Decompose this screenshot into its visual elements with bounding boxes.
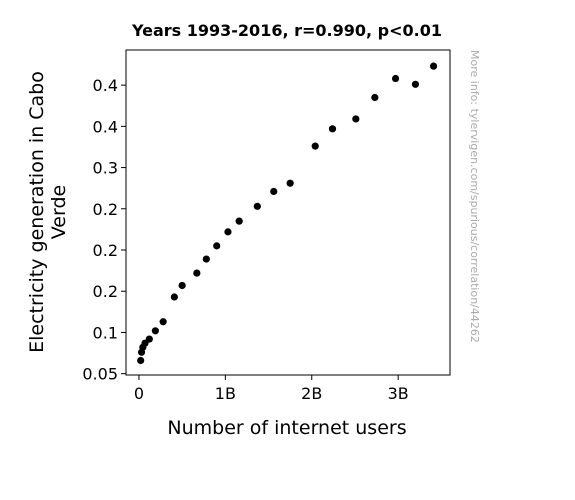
x-tick-label: 3B	[388, 384, 409, 403]
data-point	[193, 269, 201, 277]
data-point	[224, 228, 232, 236]
data-point	[202, 255, 210, 263]
data-point	[151, 327, 159, 335]
y-axis-label-line-1: Electricity generation in Cabo	[26, 71, 48, 353]
data-point	[391, 74, 400, 83]
data-point	[311, 142, 319, 150]
data-point	[178, 281, 186, 290]
data-point	[411, 80, 420, 88]
data-point	[286, 179, 294, 187]
y-tick-label: 0.2	[93, 200, 118, 219]
y-tick-label: 0.3	[93, 159, 118, 178]
data-point	[429, 62, 438, 70]
y-tick-label: 0.2	[93, 282, 118, 301]
data-point	[352, 115, 360, 123]
x-axis-label: Number of internet users	[167, 417, 406, 439]
y-axis-label-line-2: Verde	[48, 185, 70, 239]
data-point	[328, 125, 337, 133]
x-tick-label: 2B	[301, 384, 322, 403]
y-tick-label: 0.4	[93, 76, 118, 95]
x-tick-label: 1B	[215, 384, 236, 403]
y-tick-label: 0.4	[93, 117, 118, 136]
y-tick-label: 0.2	[93, 241, 118, 260]
y-axis-label: Electricity generation in Cabo Verde	[26, 71, 70, 353]
x-tick-label: 0	[134, 384, 144, 403]
data-point	[270, 187, 278, 196]
y-tick-label: 0.1	[93, 323, 118, 342]
side-note-text: More info: tylervigen.com/spurious/corre…	[468, 50, 481, 343]
x-axis-ticks: 0 1B 2B 3B	[134, 375, 409, 403]
side-note: More info: tylervigen.com/spurious/corre…	[468, 50, 481, 343]
data-point	[371, 93, 379, 102]
data-point	[235, 217, 243, 225]
data-point	[159, 318, 167, 326]
data-point	[253, 202, 261, 210]
data-point	[145, 335, 153, 343]
data-point	[137, 356, 145, 365]
plot-frame	[125, 49, 451, 376]
chart-title: Years 1993-2016, r=0.990, p<0.01	[131, 21, 442, 40]
data-point	[213, 242, 221, 250]
data-points	[137, 62, 438, 365]
y-tick-label: 0.05	[82, 365, 118, 384]
y-axis-ticks: 0.05 0.1 0.2 0.2 0.2 0.3 0.4 0.4	[82, 76, 126, 384]
data-point	[170, 293, 178, 301]
